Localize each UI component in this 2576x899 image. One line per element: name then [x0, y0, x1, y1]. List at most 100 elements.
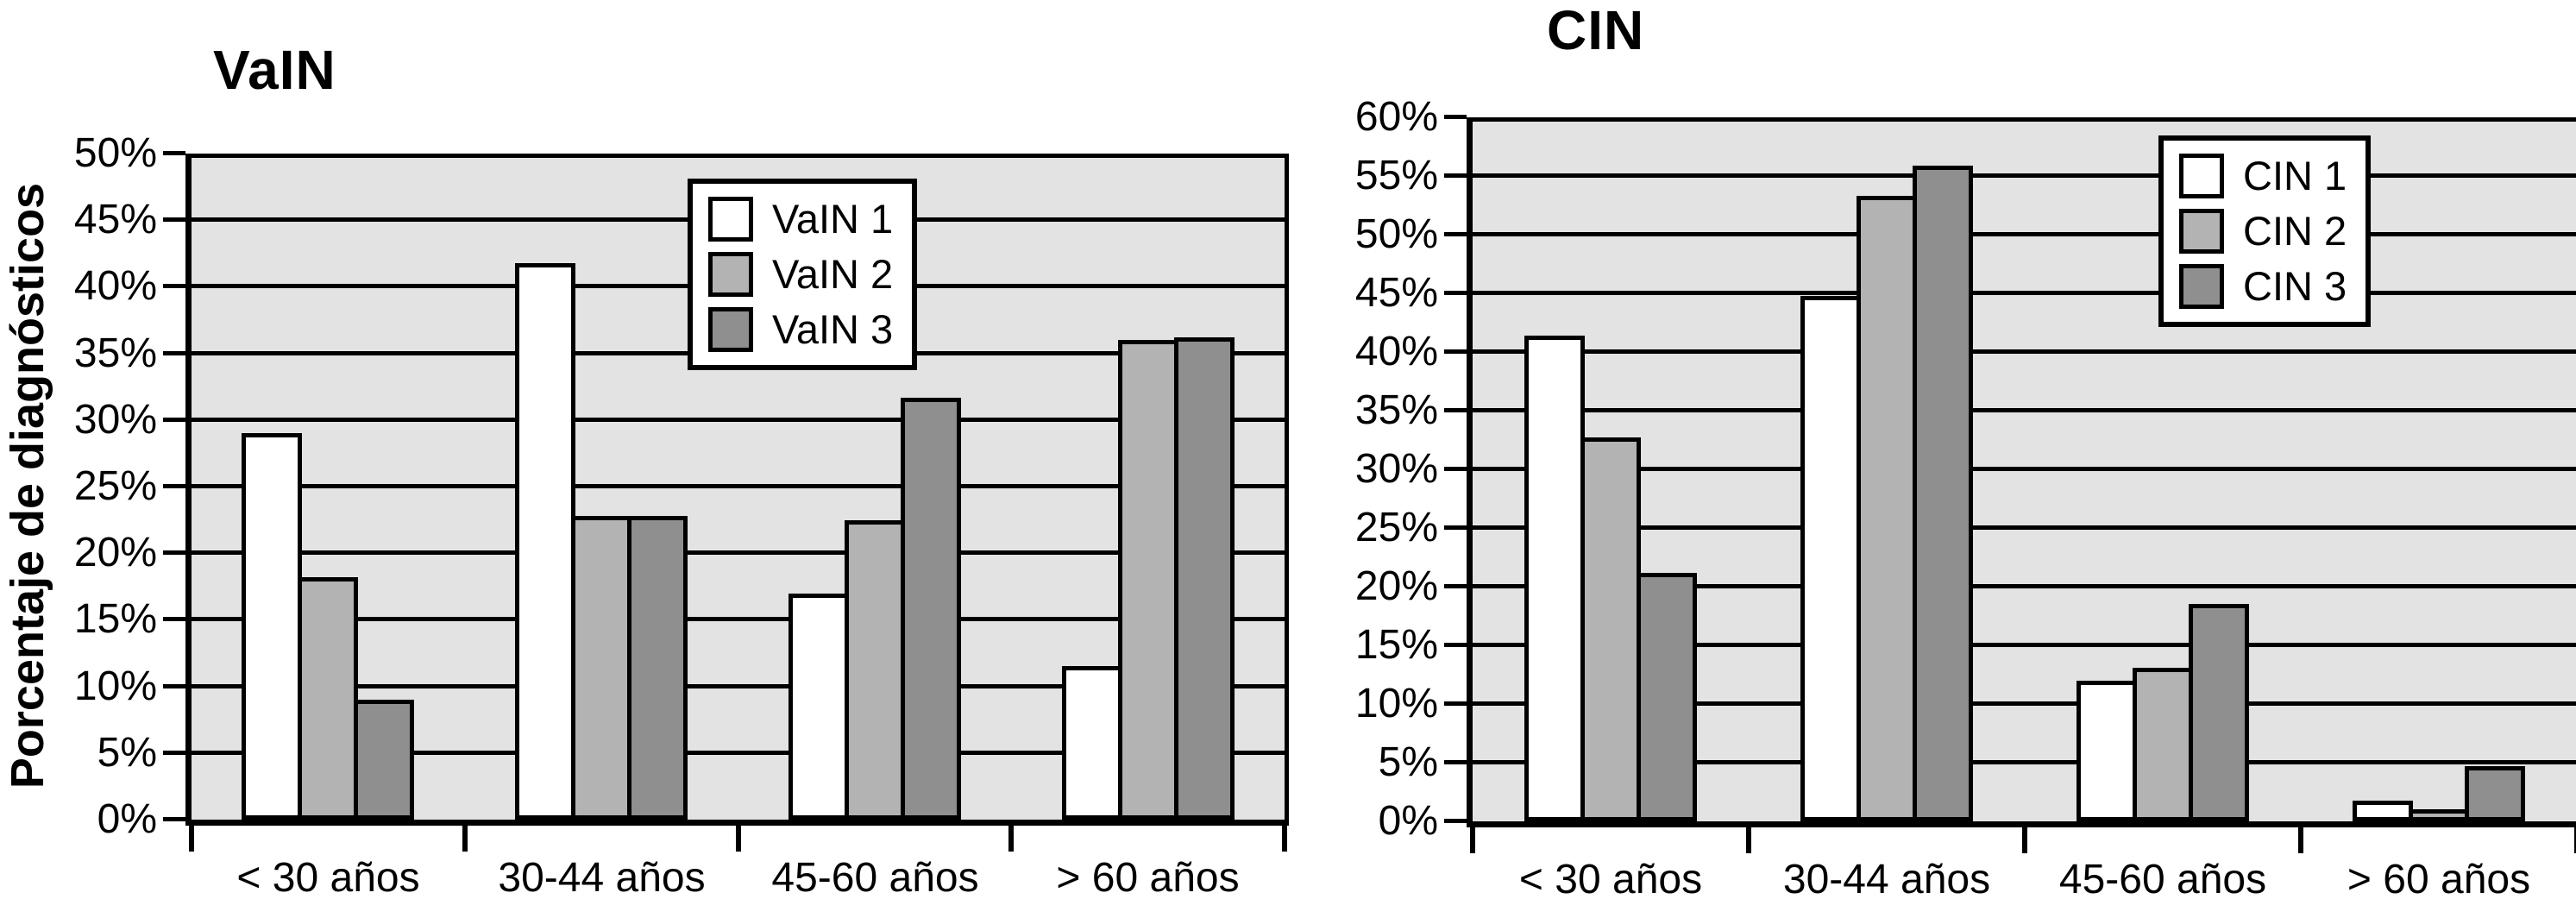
bar-cin-3-2	[1913, 166, 1973, 821]
bar-cin-3-3	[2189, 604, 2249, 821]
legend-item: VaIN 1	[708, 196, 894, 242]
gridline	[192, 484, 1285, 488]
y-tick-label: 10%	[73, 663, 157, 709]
gridline	[1473, 117, 2576, 122]
y-tick-label: 25%	[1354, 505, 1438, 550]
bar-cin-1-3	[2077, 681, 2137, 821]
bar-cin-2-2	[1857, 196, 1917, 821]
y-tick-label: 30%	[1354, 446, 1438, 492]
x-axis-tick	[2574, 827, 2576, 853]
legend-label: VaIN 1	[772, 196, 894, 242]
y-tick-label: 35%	[1354, 387, 1438, 433]
x-category-label: 45-60 años	[2058, 857, 2267, 899]
x-category-label: > 60 años	[2347, 857, 2531, 899]
bar-cin-2-4	[2409, 809, 2469, 821]
y-axis-tick	[1444, 408, 1467, 412]
y-axis-tick	[1444, 349, 1467, 354]
bar-cin-3-4	[2465, 766, 2525, 821]
y-tick-label: 15%	[73, 596, 157, 642]
legend-item: CIN 3	[2179, 264, 2347, 309]
legend-swatch-icon	[2179, 154, 2224, 198]
y-axis-tick	[163, 151, 185, 155]
y-axis-tick	[1444, 173, 1467, 178]
chart-title-vain: VaIN	[213, 39, 336, 101]
y-tick-label: 0%	[97, 796, 157, 842]
gridline	[1473, 467, 2576, 471]
gridline	[1473, 173, 2576, 178]
legend-swatch-icon	[708, 252, 753, 297]
y-tick-label: 5%	[97, 730, 157, 776]
y-tick-label: 35%	[73, 330, 157, 376]
x-category-label: < 30 años	[236, 855, 420, 899]
x-category-label: < 30 años	[1518, 857, 1703, 899]
gridline	[192, 550, 1285, 555]
gridline	[192, 684, 1285, 688]
y-tick-label: 20%	[73, 530, 157, 575]
y-axis-tick	[163, 684, 185, 688]
x-axis-tick	[1746, 827, 1751, 853]
y-axis-tick	[163, 418, 185, 422]
bar-vain-3-2	[627, 516, 688, 820]
bar-vain-2-2	[571, 516, 631, 820]
y-tick-label: 40%	[1354, 329, 1438, 374]
x-category-label: 30-44 años	[498, 855, 706, 899]
y-tick-label: 15%	[1354, 622, 1438, 668]
y-axis-tick	[163, 617, 185, 621]
x-axis-tick	[1008, 826, 1014, 852]
y-axis-tick	[163, 284, 185, 288]
x-category-label: 45-60 años	[771, 855, 979, 899]
legend-item: VaIN 3	[708, 307, 893, 352]
legend-swatch-icon	[2179, 209, 2224, 254]
bar-cin-2-3	[2133, 668, 2193, 821]
y-axis-tick	[163, 817, 185, 821]
y-axis-tick	[1444, 291, 1467, 295]
x-category-label: > 60 años	[1056, 855, 1240, 899]
legend-swatch-icon	[708, 307, 753, 352]
x-category-label: 30-44 años	[1782, 857, 1991, 899]
bar-vain-1-2	[515, 263, 575, 820]
y-axis-tick	[1444, 467, 1467, 471]
y-axis-tick	[163, 484, 185, 488]
y-tick-label: 55%	[1354, 153, 1438, 198]
y-tick-label: 5%	[1378, 739, 1438, 785]
y-axis-tick	[163, 351, 185, 355]
bar-vain-3-4	[1174, 337, 1235, 820]
y-axis-tick	[163, 550, 185, 555]
y-axis-tick	[1444, 819, 1467, 823]
y-axis-tick	[1444, 643, 1467, 647]
y-tick-label: 30%	[73, 397, 157, 443]
bar-vain-2-4	[1118, 340, 1178, 820]
bar-vain-3-1	[354, 700, 414, 820]
y-axis-tick	[1444, 584, 1467, 588]
y-tick-label: 50%	[73, 130, 157, 176]
gridline	[1473, 643, 2576, 647]
bar-cin-2-1	[1580, 437, 1641, 821]
legend-item: VaIN 2	[708, 251, 894, 297]
y-tick-label: 50%	[1354, 211, 1438, 257]
y-axis-tick	[1444, 760, 1467, 764]
gridline	[192, 154, 1285, 158]
legend-label: VaIN 2	[772, 251, 894, 297]
bar-cin-3-1	[1637, 573, 1697, 821]
legend-swatch-icon	[708, 197, 753, 242]
legend-item: CIN 1	[2179, 154, 2347, 198]
y-axis-tick	[1444, 701, 1467, 706]
y-tick-label: 25%	[73, 463, 157, 509]
y-axis-tick	[1444, 525, 1467, 530]
legend-swatch-icon	[2179, 264, 2224, 309]
gridline	[192, 418, 1285, 422]
bar-vain-1-1	[242, 433, 302, 820]
legend-item: CIN 2	[2179, 209, 2347, 254]
y-tick-label: 45%	[73, 197, 157, 242]
x-axis-tick	[2022, 827, 2027, 853]
gridline	[1473, 291, 2576, 295]
gridline	[1473, 408, 2576, 412]
plot-area-cin: 0% 5% 10% 15% 20% 25% 30% 35% 40% 45% 50% 55% 60% < 3…	[1355, 94, 2576, 899]
bar-cin-1-2	[1800, 296, 1861, 821]
x-axis-tick	[1470, 827, 1475, 853]
x-axis-tick	[1282, 826, 1287, 852]
legend-label: CIN 1	[2243, 153, 2347, 198]
gridline	[1473, 760, 2576, 764]
bar-vain-2-3	[845, 520, 905, 820]
legend-cin: CIN 1 CIN 2 CIN 3	[2158, 135, 2372, 327]
